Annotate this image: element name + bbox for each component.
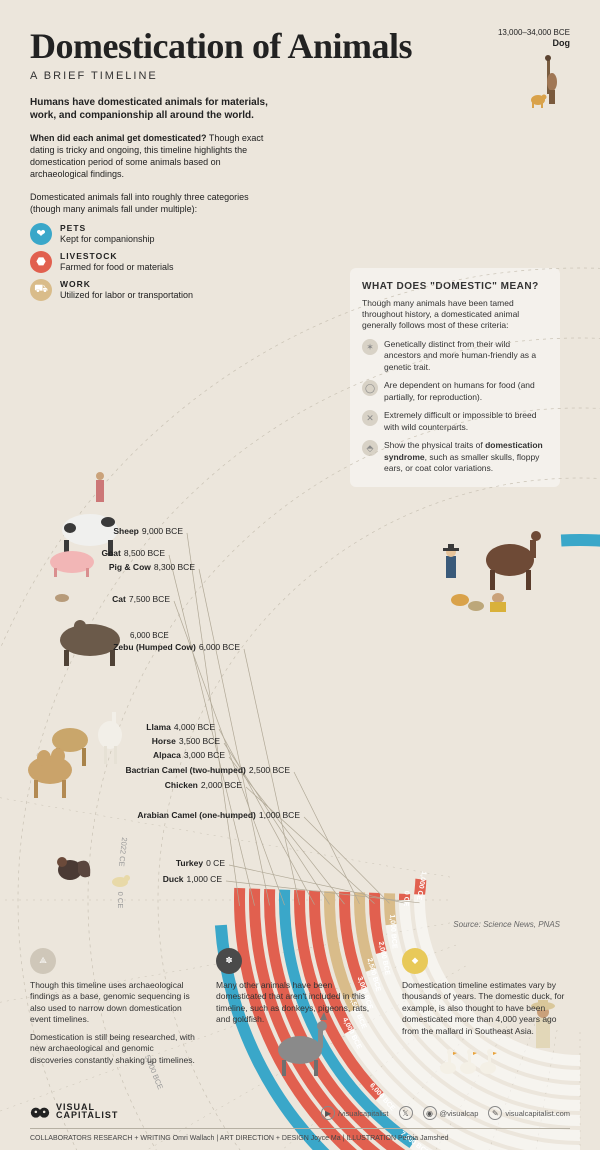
bottom-icon: ◆ — [402, 948, 428, 974]
animal-year: 4,000 BCE — [174, 722, 215, 732]
infographic-root: Domestication of Animals A BRIEF TIMELIN… — [0, 0, 600, 1150]
social-handle: visualcapitalist.com — [505, 1109, 570, 1118]
animal-label: Duck1,000 CE — [0, 874, 222, 884]
animal-label: Zebu (Humped Cow)6,000 BCE — [0, 642, 240, 652]
animal-name: Sheep — [113, 526, 139, 536]
social-icon: ✎ — [488, 1106, 502, 1120]
animal-year: 1,000 CE — [187, 874, 222, 884]
animal-name: Duck — [163, 874, 184, 884]
social-icon: ▶ — [321, 1106, 335, 1120]
credits-footer: COLLABORATORS RESEARCH + WRITING Omri Wa… — [30, 1128, 570, 1142]
bottom-icon: ✽ — [216, 948, 242, 974]
animal-year: 2,000 BCE — [201, 780, 242, 790]
animal-label: Goat8,500 BCE — [0, 548, 165, 558]
animal-year: 8,500 BCE — [124, 548, 165, 558]
animal-label: Cat7,500 BCE — [0, 594, 170, 604]
animal-name: Arabian Camel (one-humped) — [137, 810, 256, 820]
source-text: Source: Science News, PNAS — [453, 920, 560, 929]
animal-year: 0 CE — [206, 858, 225, 868]
animal-label: Horse3,500 BCE — [0, 736, 220, 746]
brand-logo: VISUALCAPITALIST — [30, 1103, 118, 1120]
animal-label: Arabian Camel (one-humped)1,000 BCE — [0, 810, 300, 820]
animal-name: Pig & Cow — [109, 562, 151, 572]
animal-name: Zebu (Humped Cow) — [113, 642, 196, 652]
animal-label: Llama4,000 BCE — [0, 722, 215, 732]
social-icon: 𝕏 — [399, 1106, 413, 1120]
animal-year: 1,000 BCE — [259, 810, 300, 820]
brand-icon — [30, 1104, 50, 1118]
social-handle: @visualcap — [440, 1109, 479, 1118]
animal-name: Goat — [102, 548, 121, 558]
bottom-column: ⟁Though this timeline uses archaeologica… — [30, 948, 198, 1072]
animal-year: 3,500 BCE — [179, 736, 220, 746]
zebu-year-callout: 6,000 BCE — [130, 630, 210, 640]
bottom-column: ✽Many other animals have been domesticat… — [216, 948, 384, 1072]
animal-name: Bactrian Camel (two-humped) — [125, 765, 245, 775]
animal-label: Alpaca3,000 BCE — [0, 750, 225, 760]
bottom-notes: ⟁Though this timeline uses archaeologica… — [30, 948, 570, 1072]
animal-year: 6,000 BCE — [199, 642, 240, 652]
animal-year: 7,500 BCE — [129, 594, 170, 604]
animal-name: Llama — [146, 722, 171, 732]
animal-name: Alpaca — [153, 750, 181, 760]
animal-label: Chicken2,000 BCE — [0, 780, 242, 790]
social-item[interactable]: ◉@visualcap — [423, 1106, 479, 1120]
animal-year: 9,000 BCE — [142, 526, 183, 536]
animal-year: 2,500 BCE — [249, 765, 290, 775]
animal-label: Pig & Cow8,300 BCE — [0, 562, 195, 572]
animal-name: Turkey — [176, 858, 203, 868]
social-handle: /visualcapitalist — [338, 1109, 388, 1118]
social-item[interactable]: ✎visualcapitalist.com — [488, 1106, 570, 1120]
social-icon: ◉ — [423, 1106, 437, 1120]
bottom-column: ◆Domestication timeline estimates vary b… — [402, 948, 570, 1072]
animal-year: 3,000 BCE — [184, 750, 225, 760]
animal-label: Sheep9,000 BCE — [0, 526, 183, 536]
animal-name: Chicken — [165, 780, 198, 790]
animal-year: 8,300 BCE — [154, 562, 195, 572]
social-item[interactable]: 𝕏 — [399, 1106, 413, 1120]
animal-label: Turkey0 CE — [0, 858, 225, 868]
animal-label: Bactrian Camel (two-humped) 2,500 BCE — [0, 765, 290, 775]
brand-text: VISUALCAPITALIST — [56, 1103, 118, 1120]
social-item[interactable]: ▶/visualcapitalist — [321, 1106, 388, 1120]
animal-name: Cat — [112, 594, 126, 604]
bottom-icon: ⟁ — [30, 948, 56, 974]
social-links: ▶/visualcapitalist 𝕏 ◉@visualcap ✎visualcap… — [321, 1106, 570, 1120]
animal-name: Horse — [152, 736, 176, 746]
